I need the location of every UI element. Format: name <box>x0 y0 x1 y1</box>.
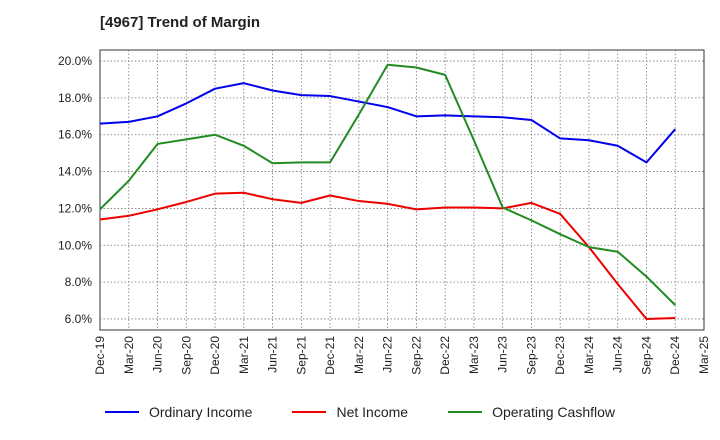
legend-item-net-income: Net Income <box>292 404 408 420</box>
chart-title: [4967] Trend of Margin <box>100 14 261 31</box>
x-tick-label: Dec-22 <box>438 336 452 375</box>
series-line-ordinary-income <box>99 82 676 164</box>
x-tick-label: Sep-21 <box>294 336 308 375</box>
legend-swatch-ordinary-income <box>104 411 139 413</box>
x-tick-label: Mar-22 <box>352 336 366 374</box>
x-tick-label: Mar-23 <box>467 336 481 374</box>
x-tick-label: Dec-24 <box>668 336 682 375</box>
x-tick-label: Mar-24 <box>582 336 596 374</box>
x-tick-label: Jun-22 <box>381 336 395 373</box>
x-tick-label: Mar-25 <box>697 336 711 374</box>
x-tick-label: Mar-20 <box>122 336 136 374</box>
legend-label-net-income: Net Income <box>336 404 409 420</box>
x-tick-label: Jun-21 <box>266 336 280 373</box>
x-tick-label: Dec-23 <box>553 336 567 375</box>
series-lines <box>99 63 676 320</box>
y-tick-label: 18.0% <box>58 91 92 105</box>
x-tick-label: Sep-22 <box>409 336 423 375</box>
legend-swatch-operating-cashflow <box>448 411 483 413</box>
y-tick-label: 10.0% <box>58 238 92 252</box>
x-tick-label: Jun-23 <box>496 336 510 373</box>
series-line-net-income <box>99 191 676 320</box>
plot-background <box>99 49 705 331</box>
x-tick-label: Dec-20 <box>208 336 222 375</box>
y-tick-label: 8.0% <box>65 275 93 289</box>
x-tick-label: Mar-21 <box>237 336 251 374</box>
y-tick-label: 20.0% <box>58 54 92 68</box>
x-tick-label: Jun-24 <box>611 336 625 373</box>
x-tick-labels: Dec-19 Mar-20 Jun-20 Sep-20 Dec-20 Mar-21 Jun-… <box>93 336 711 375</box>
y-tick-label: 16.0% <box>58 128 92 142</box>
legend-label-ordinary-income: Ordinary Income <box>148 404 253 420</box>
legend-swatch-net-income <box>292 411 327 413</box>
y-tick-labels: 6.0% 8.0% 10.0% 12.0% 14.0% 16.0% 18.0% 20.0% <box>58 54 92 326</box>
legend-item-ordinary-income: Ordinary Income <box>104 404 253 420</box>
x-tick-label: Sep-23 <box>524 336 538 375</box>
y-tick-label: 14.0% <box>58 165 92 179</box>
legend: Ordinary Income Net Income Operating Cas… <box>0 404 720 420</box>
legend-item-operating-cashflow: Operating Cashflow <box>448 404 615 420</box>
x-tick-label: Jun-20 <box>151 336 165 373</box>
series-line-operating-cashflow <box>99 63 676 306</box>
x-tick-label: Sep-24 <box>639 336 653 375</box>
legend-label-operating-cashflow: Operating Cashflow <box>492 404 616 420</box>
grid-lines <box>100 50 704 330</box>
x-tick-label: Sep-20 <box>179 336 193 375</box>
y-tick-label: 6.0% <box>65 312 93 326</box>
x-tick-label: Dec-21 <box>323 336 337 375</box>
x-tick-label: Dec-19 <box>93 336 107 375</box>
y-tick-label: 12.0% <box>58 201 92 215</box>
